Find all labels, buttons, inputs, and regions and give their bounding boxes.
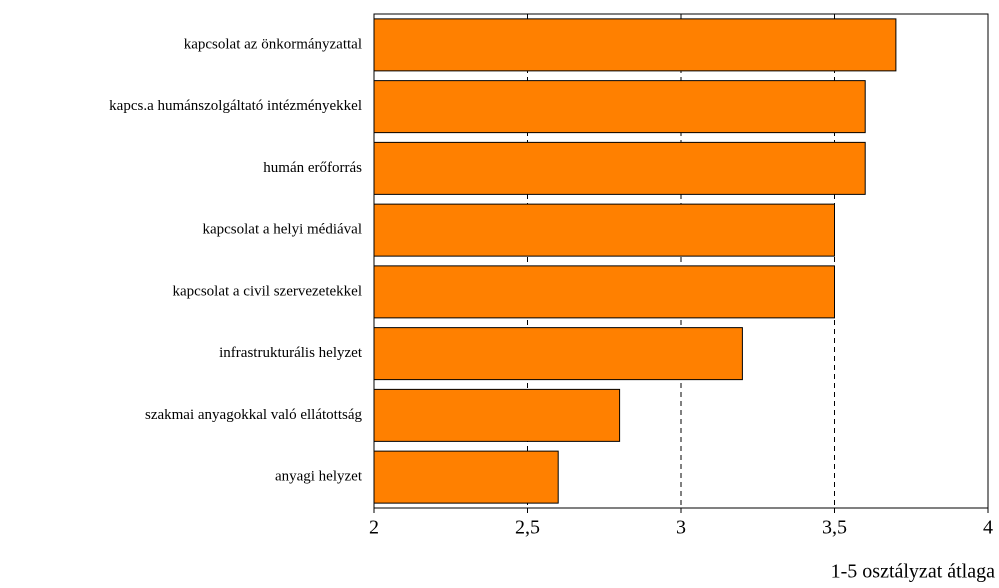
bar [373,265,835,319]
y-tick-label: kapcs.a humánszolgáltató intézményekkel [109,98,362,114]
y-tick-label: kapcsolat a helyi médiával [202,222,362,238]
x-axis-title: 1-5 osztályzat átlaga [831,561,995,583]
y-tick-label: anyagi helyzet [275,469,363,485]
x-tick-label: 2 [369,517,379,539]
x-tick-label: 2,5 [515,517,540,539]
bar [373,18,897,72]
bar [373,80,866,134]
bar [373,203,835,257]
x-tick-label: 3 [676,517,686,539]
x-tick-label: 4 [983,517,993,539]
y-tick-label: infrastrukturális helyzet [219,345,363,361]
bar [373,450,559,504]
plot-frame [373,13,989,509]
y-tick-label: szakmai anyagokkal való ellátottság [145,407,363,423]
bar [373,141,866,195]
x-tick-label: 3,5 [822,517,847,539]
bar [373,327,743,381]
y-tick-label: kapcsolat az önkormányzattal [184,36,362,52]
y-tick-label: kapcsolat a civil szervezetekkel [173,283,363,299]
bar [373,388,621,442]
y-tick-label: humán erőforrás [263,160,362,176]
